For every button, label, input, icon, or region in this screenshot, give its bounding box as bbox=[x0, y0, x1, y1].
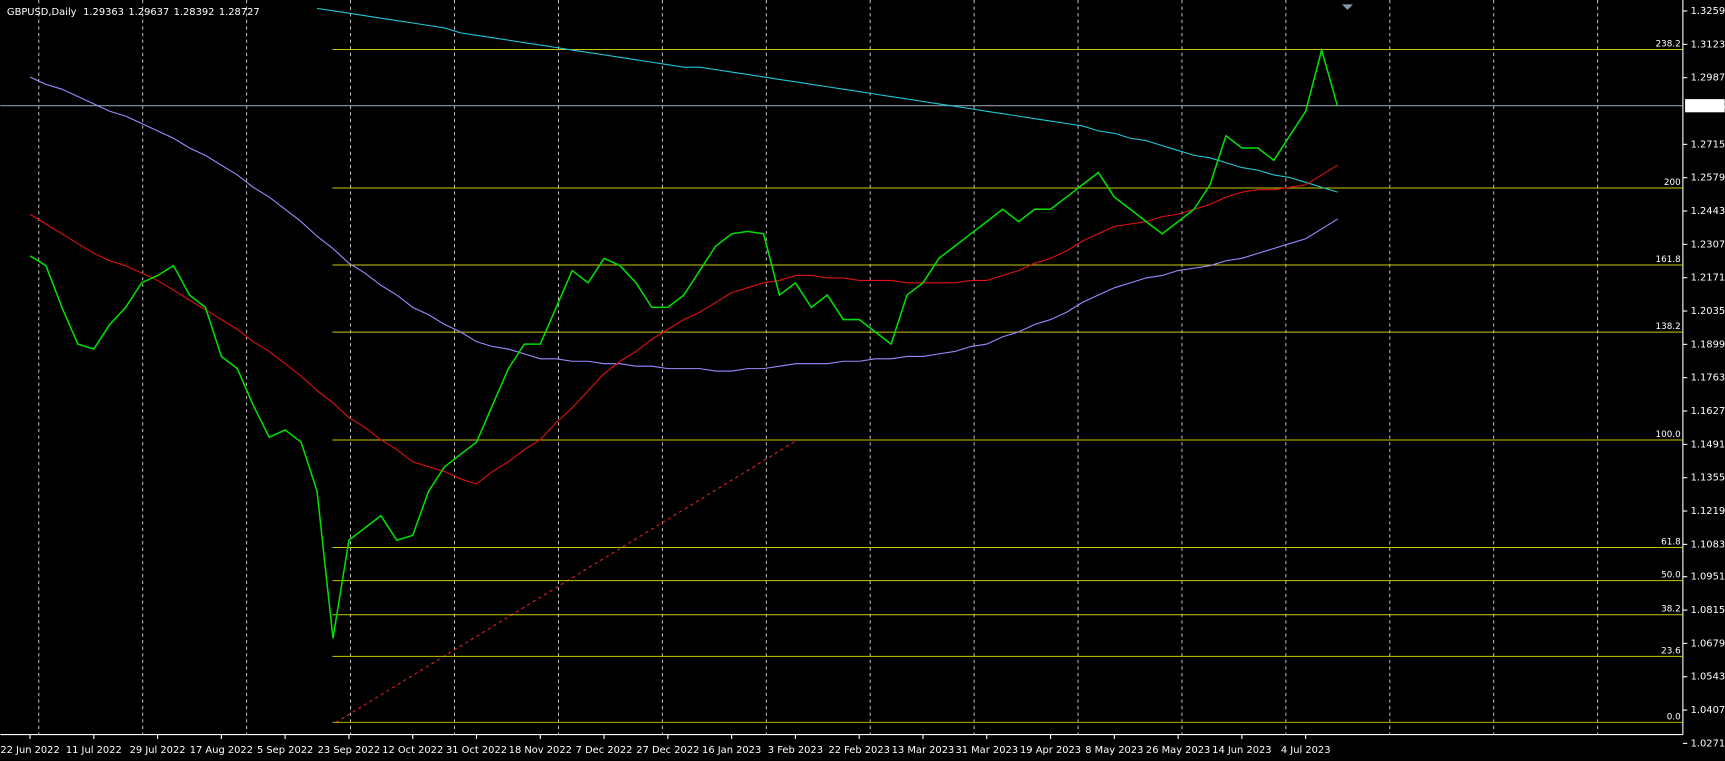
y-tick-label: 1.16270 bbox=[1691, 406, 1725, 417]
x-tick-label: 12 Oct 2022 bbox=[382, 745, 443, 756]
x-tick-label: 22 Jun 2022 bbox=[0, 745, 59, 756]
fib-label: 100.0 bbox=[1656, 430, 1681, 440]
high: 1.29637 bbox=[128, 7, 169, 18]
fib-label: 200 bbox=[1664, 178, 1681, 188]
y-tick-label: 1.27150 bbox=[1691, 139, 1725, 150]
open: 1.29363 bbox=[83, 7, 124, 18]
y-tick-label: 1.10830 bbox=[1691, 539, 1725, 550]
y-tick-label: 1.04070 bbox=[1691, 705, 1725, 716]
y-tick-label: 1.06790 bbox=[1691, 638, 1725, 649]
x-tick-label: 8 May 2023 bbox=[1085, 745, 1143, 756]
chart-header: GBPUSD,Daily 1.29363 1.29637 1.28392 1.28727 bbox=[7, 7, 260, 18]
x-tick-label: 14 Jun 2023 bbox=[1212, 745, 1271, 756]
y-tick-label: 1.32590 bbox=[1691, 6, 1725, 17]
low: 1.28392 bbox=[174, 7, 215, 18]
y-tick-label: 1.20350 bbox=[1691, 306, 1725, 317]
x-tick-label: 31 Oct 2022 bbox=[446, 745, 507, 756]
x-tick-label: 13 Mar 2023 bbox=[892, 745, 955, 756]
y-tick-label: 1.29870 bbox=[1691, 73, 1725, 84]
x-tick-label: 19 Apr 2023 bbox=[1020, 745, 1081, 756]
y-tick-label: 1.18990 bbox=[1691, 339, 1725, 350]
x-tick-label: 31 Mar 2023 bbox=[955, 745, 1018, 756]
y-tick-label: 1.24430 bbox=[1691, 206, 1725, 217]
x-tick-label: 11 Jul 2022 bbox=[66, 745, 122, 756]
price-line bbox=[29, 47, 1339, 639]
current-price-box bbox=[1685, 99, 1725, 113]
x-tick-label: 5 Sep 2022 bbox=[257, 745, 313, 756]
y-tick-label: 1.21710 bbox=[1691, 273, 1725, 284]
y-tick-label: 1.13550 bbox=[1691, 473, 1725, 484]
close: 1.28727 bbox=[219, 7, 260, 18]
y-tick-label: 1.25790 bbox=[1691, 173, 1725, 184]
y-tick-label: 1.12190 bbox=[1691, 506, 1725, 517]
x-tick-label: 29 Jul 2022 bbox=[130, 745, 186, 756]
trend-line bbox=[335, 439, 798, 723]
y-tick-label: 1.02710 bbox=[1691, 738, 1725, 749]
x-tick-label: 27 Dec 2022 bbox=[636, 745, 699, 756]
x-tick-label: 26 May 2023 bbox=[1146, 745, 1210, 756]
moving-average bbox=[29, 164, 1338, 485]
fib-label: 50.0 bbox=[1661, 571, 1681, 581]
x-tick-label: 23 Sep 2022 bbox=[318, 745, 381, 756]
x-tick-label: 22 Feb 2023 bbox=[828, 745, 889, 756]
fib-label: 38.2 bbox=[1661, 605, 1681, 615]
moving-average bbox=[29, 76, 1338, 372]
x-tick-label: 3 Feb 2023 bbox=[768, 745, 823, 756]
x-tick-label: 18 Nov 2022 bbox=[509, 745, 572, 756]
y-tick-label: 1.09510 bbox=[1691, 572, 1725, 583]
y-tick-label: 1.17630 bbox=[1691, 373, 1725, 384]
moving-average bbox=[316, 7, 1338, 193]
fib-label: 161.8 bbox=[1656, 255, 1681, 265]
y-tick-label: 1.08150 bbox=[1691, 605, 1725, 616]
x-tick-label: 17 Aug 2022 bbox=[190, 745, 253, 756]
y-tick-label: 1.14910 bbox=[1691, 439, 1725, 450]
x-tick-label: 4 Jul 2023 bbox=[1281, 745, 1331, 756]
y-tick-label: 1.23070 bbox=[1691, 239, 1725, 250]
symbol: GBPUSD,Daily bbox=[7, 7, 77, 18]
current-price-label: 1.28727 bbox=[1687, 101, 1725, 112]
fib-label: 238.2 bbox=[1656, 39, 1681, 49]
fib-label: 23.6 bbox=[1661, 646, 1681, 656]
y-tick-label: 1.31230 bbox=[1691, 39, 1725, 50]
fib-label: 138.2 bbox=[1656, 322, 1681, 332]
x-tick-label: 7 Dec 2022 bbox=[576, 745, 633, 756]
y-tick-label: 1.05430 bbox=[1691, 672, 1725, 683]
fib-label: 0.0 bbox=[1667, 712, 1681, 722]
shift-marker bbox=[1341, 4, 1353, 10]
x-tick-label: 16 Jan 2023 bbox=[702, 745, 761, 756]
fib-label: 61.8 bbox=[1661, 538, 1681, 548]
